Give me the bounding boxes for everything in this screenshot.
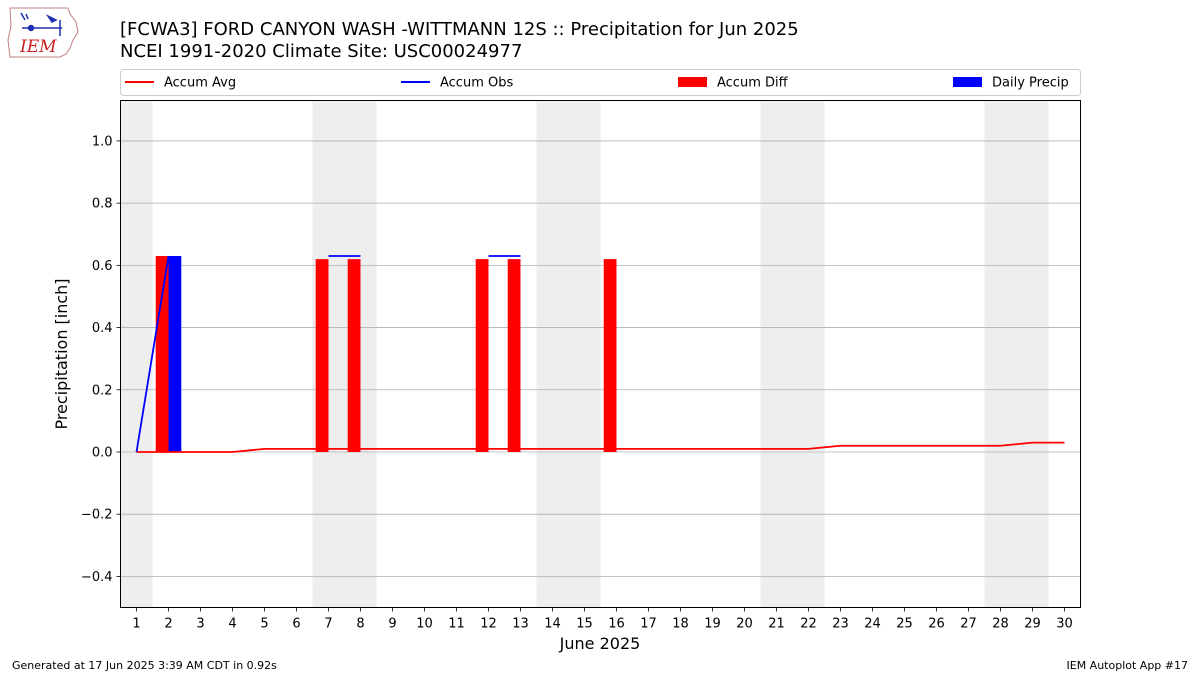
x-tick-label: 26 bbox=[928, 617, 945, 632]
weekend-band-day-1 bbox=[120, 100, 153, 608]
y-axis: −0.4 −0.2 0.0 0.2 0.4 0.6 0.8 1.0 bbox=[81, 134, 121, 585]
y-tick-label: 0.0 bbox=[92, 445, 113, 460]
weekend-band-day-22 bbox=[792, 100, 825, 608]
x-tick-label: 11 bbox=[448, 617, 465, 632]
accum-diff-bar-day-12 bbox=[475, 259, 489, 452]
x-tick-label: 3 bbox=[196, 617, 204, 632]
legend-label: Accum Avg bbox=[164, 76, 236, 91]
footer-generated-text: Generated at 17 Jun 2025 3:39 AM CDT in … bbox=[12, 659, 277, 672]
x-tick-label: 16 bbox=[608, 617, 625, 632]
accum-diff-bar-day-7 bbox=[315, 259, 329, 452]
accum-obs-segment-1 bbox=[135, 255, 170, 453]
grid-lines bbox=[120, 140, 1081, 577]
y-tick-label: −0.4 bbox=[81, 570, 113, 585]
x-tick-label: 25 bbox=[896, 617, 913, 632]
weekend-band-day-15 bbox=[568, 100, 601, 608]
accum-diff-bar-day-16 bbox=[603, 259, 617, 452]
y-tick-label: 0.6 bbox=[92, 259, 113, 274]
x-tick-label: 10 bbox=[416, 617, 433, 632]
legend-swatch-daily-bar bbox=[953, 77, 982, 87]
x-tick-label: 19 bbox=[704, 617, 721, 632]
x-tick-label: 29 bbox=[1024, 617, 1041, 632]
x-tick-label: 24 bbox=[864, 617, 881, 632]
accum-diff-bar-day-13 bbox=[507, 259, 521, 452]
accum-diff-bar-day-8 bbox=[347, 259, 361, 452]
weekend-band-day-14 bbox=[536, 100, 569, 608]
iem-logo: IEM bbox=[7, 7, 79, 58]
y-axis-label: Precipitation [inch] bbox=[52, 278, 71, 429]
daily-precip-bars bbox=[168, 256, 182, 452]
x-tick-label: 21 bbox=[768, 617, 785, 632]
x-tick-label: 28 bbox=[992, 617, 1009, 632]
legend-label: Daily Precip bbox=[992, 76, 1069, 91]
x-tick-label: 23 bbox=[832, 617, 849, 632]
x-tick-label: 7 bbox=[324, 617, 332, 632]
weather-instruments-icon bbox=[20, 12, 62, 36]
accum-diff-bar-day-2 bbox=[155, 256, 169, 452]
x-tick-label: 14 bbox=[544, 617, 561, 632]
accum-avg-line bbox=[136, 441, 1065, 453]
chart-title-line1: [FCWA3] FORD CANYON WASH -WITTMANN 12S :… bbox=[120, 19, 799, 40]
x-tick-label: 1 bbox=[132, 617, 140, 632]
plot-frame bbox=[120, 100, 1081, 608]
legend-swatch-diff-bar bbox=[678, 77, 707, 87]
y-tick-label: 0.2 bbox=[92, 383, 113, 398]
x-axis-label: June 2025 bbox=[559, 634, 641, 653]
x-tick-label: 12 bbox=[480, 617, 497, 632]
x-tick-label: 6 bbox=[292, 617, 300, 632]
legend-label: Accum Diff bbox=[717, 76, 789, 91]
daily-precip-bar-day-2 bbox=[168, 256, 182, 452]
x-tick-label: 15 bbox=[576, 617, 593, 632]
x-tick-label: 22 bbox=[800, 617, 817, 632]
x-tick-label: 8 bbox=[356, 617, 364, 632]
iem-logo-text: IEM bbox=[19, 37, 57, 57]
x-tick-label: 4 bbox=[228, 617, 236, 632]
x-tick-label: 27 bbox=[960, 617, 977, 632]
weekend-bands bbox=[120, 100, 1049, 608]
weekend-band-day-29 bbox=[1016, 100, 1049, 608]
chart-title-line2: NCEI 1991-2020 Climate Site: USC00024977 bbox=[120, 41, 522, 62]
legend-frame bbox=[120, 69, 1081, 96]
weekend-band-day-28 bbox=[984, 100, 1017, 608]
x-tick-label: 30 bbox=[1056, 617, 1073, 632]
x-tick-label: 20 bbox=[736, 617, 753, 632]
y-tick-label: 1.0 bbox=[92, 134, 113, 149]
accum-avg-series-line bbox=[136, 441, 1065, 453]
y-tick-label: 0.4 bbox=[92, 321, 113, 336]
x-tick-label: 9 bbox=[388, 617, 396, 632]
weekend-band-day-21 bbox=[760, 100, 793, 608]
footer-app-label: IEM Autoplot App #17 bbox=[1066, 659, 1189, 672]
x-tick-label: 5 bbox=[260, 617, 268, 632]
y-tick-label: 0.8 bbox=[92, 197, 113, 212]
x-axis: 1 2 3 4 5 6 7 8 9 10 11 12 13 14 15 16 17 18 19 20 21 22 23 24 2… bbox=[132, 607, 1073, 632]
x-tick-label: 2 bbox=[164, 617, 172, 632]
legend-label: Accum Obs bbox=[440, 76, 513, 91]
legend: Accum Avg Accum Obs Accum Diff Daily Precip bbox=[120, 69, 1081, 96]
accum-obs-line bbox=[135, 255, 521, 453]
x-tick-label: 13 bbox=[512, 617, 529, 632]
x-tick-label: 18 bbox=[672, 617, 689, 632]
accum-diff-bars bbox=[155, 256, 617, 452]
x-tick-label: 17 bbox=[640, 617, 657, 632]
y-tick-label: −0.2 bbox=[81, 508, 113, 523]
